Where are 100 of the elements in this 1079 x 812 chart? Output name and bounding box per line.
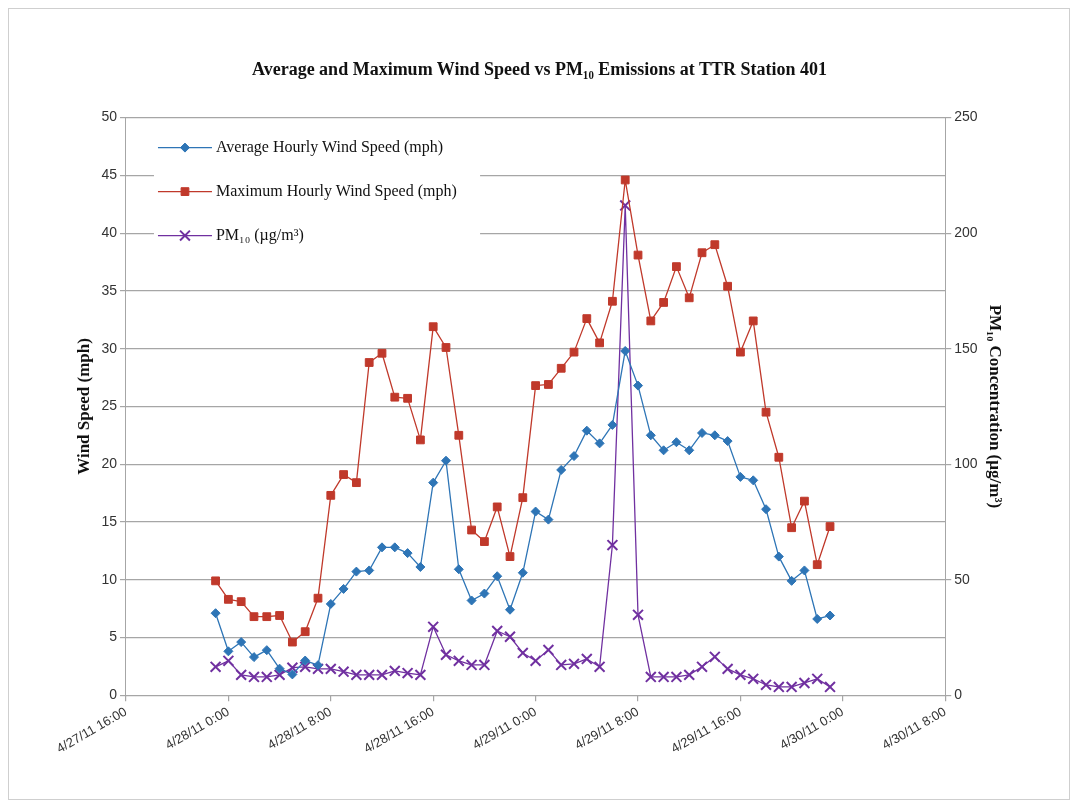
point [454,430,464,440]
point [722,436,733,447]
point [633,250,643,260]
point [659,298,669,307]
point [299,660,312,673]
point [516,646,529,659]
point [223,594,233,604]
point [428,477,439,488]
point [236,597,246,607]
point [672,262,681,272]
point [479,588,490,599]
point [416,435,425,445]
point [683,668,696,681]
point [721,662,734,675]
point [236,637,247,648]
y-tick-label: 5 [109,628,118,645]
point [300,655,311,666]
point [262,612,272,622]
point [222,654,235,667]
point [556,363,566,373]
point [580,652,593,665]
point [736,347,745,357]
point [748,475,759,486]
point [223,646,234,657]
point [414,668,427,681]
point [351,566,362,577]
point [594,438,605,449]
point [249,612,259,622]
point [352,478,361,488]
point [492,571,503,582]
point [684,445,695,456]
point [760,678,772,691]
y-tick-label: 50 [101,108,118,125]
point [504,630,516,643]
point [415,561,426,572]
point [324,662,337,675]
point [313,593,323,603]
point [569,451,580,462]
point [619,199,632,212]
point [608,296,617,306]
y-tick-label: 10 [101,570,118,587]
point [364,565,375,576]
point [569,347,579,357]
point [312,660,323,671]
point [544,380,553,389]
point [337,665,350,678]
point [452,654,465,667]
point [633,380,644,391]
point [428,322,438,332]
y-tick-label: 40 [101,223,118,240]
y-axis-title: Wind Speed (mph) [73,338,93,475]
point [606,539,619,551]
point [657,671,670,683]
point [825,522,835,531]
point [747,672,760,685]
point [620,175,630,185]
point [811,672,824,685]
point [312,662,324,675]
point [709,430,720,441]
point [568,657,580,670]
point [286,661,299,674]
point [530,506,541,517]
y-tick-label: 20 [101,455,118,472]
point [555,659,568,671]
point [645,430,656,441]
point [697,248,707,258]
point [824,680,836,693]
y-tick-label: 35 [101,281,118,298]
point [582,314,592,323]
point [480,537,489,546]
point [326,490,336,500]
point [505,552,515,561]
point [388,665,401,677]
point [710,240,720,250]
y2-axis-title: PM₁₀ Concentration (µg/m³) [986,304,1006,509]
point [339,470,348,479]
point [478,659,491,671]
point [620,345,631,356]
point [465,659,478,671]
point [248,652,259,663]
point [440,648,452,661]
point [531,381,540,390]
point [761,504,772,515]
point [377,348,387,358]
point [492,502,502,512]
point [260,671,273,683]
point [773,551,784,562]
point [735,471,746,482]
point [403,393,412,403]
point [786,575,797,586]
point [696,660,708,673]
point [670,671,683,683]
point [273,668,286,681]
point [211,576,220,586]
point [799,565,810,576]
point [300,627,310,637]
point [825,610,836,621]
y-tick-label: 25 [101,397,118,414]
point [812,613,823,624]
point [787,523,797,533]
